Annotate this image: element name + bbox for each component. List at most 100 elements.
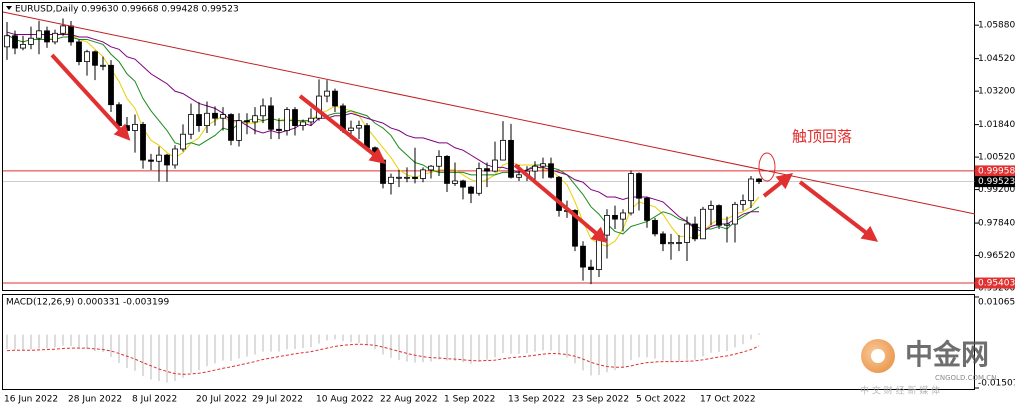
last-price-label: 0.99523	[978, 177, 1015, 187]
x-tick-label: 22 Aug 2022	[380, 395, 438, 405]
candle-body	[380, 159, 386, 184]
x-tick-label: 23 Sep 2022	[572, 395, 629, 405]
title-icon	[6, 6, 12, 10]
candle-body	[556, 176, 562, 211]
arrow	[298, 94, 387, 164]
candle-body	[268, 105, 274, 130]
candle-body	[404, 176, 410, 179]
candle-body	[644, 197, 650, 221]
candle-body	[492, 159, 498, 172]
candle-body	[228, 114, 234, 141]
candle-body	[292, 109, 298, 126]
x-tick-label: 20 Jul 2022	[196, 395, 247, 405]
candle-body	[468, 186, 474, 194]
candle-body	[116, 104, 122, 126]
y-tick-label: 0.99200	[978, 185, 1015, 195]
candle-body	[284, 109, 290, 131]
candle-body	[164, 154, 170, 166]
candle-body	[692, 223, 698, 240]
candle-body	[60, 25, 66, 34]
candle-body	[68, 25, 74, 43]
candle-body	[212, 112, 218, 119]
candle-body	[572, 210, 578, 247]
candle-body	[108, 64, 114, 106]
candle-body	[12, 35, 18, 49]
y-tick-label: 1.05880	[978, 21, 1015, 31]
arrow	[513, 163, 608, 244]
main-panel	[2, 2, 975, 291]
arrow	[798, 180, 879, 242]
candle-body	[444, 155, 450, 184]
last-price-box	[975, 176, 1015, 188]
candle-body	[396, 176, 402, 179]
candle-body	[484, 168, 490, 172]
candle-body	[452, 180, 458, 184]
y-tick-label: 1.04520	[978, 54, 1015, 64]
candle-body	[36, 30, 42, 39]
candle-body	[724, 223, 730, 226]
macd-tick-label: -0.01507	[978, 379, 1015, 389]
candle-body	[428, 165, 434, 171]
macd-title: MACD(12,26,9) 0.000331 -0.003199	[6, 298, 169, 308]
candle-body	[756, 178, 762, 183]
watermark: 中金网 CNGOLD.COM.CN 中 文 财 经 新 媒 体	[860, 338, 996, 397]
candle-body	[4, 35, 10, 48]
candle-body	[476, 168, 482, 194]
arrow	[50, 53, 131, 141]
candle-body	[276, 128, 282, 131]
candle-body	[188, 114, 194, 135]
candle-body	[132, 123, 138, 131]
candle-body	[356, 125, 362, 129]
candle-body	[588, 266, 594, 270]
candle-body	[516, 174, 522, 178]
trend-line	[2, 11, 976, 215]
watermark-site: CNGOLD.COM.CN	[935, 374, 996, 382]
candle-body	[236, 120, 242, 141]
candle-body	[204, 112, 210, 126]
candle-body	[244, 120, 250, 123]
candle-body	[748, 178, 754, 202]
candle-body	[388, 176, 394, 184]
candle-body	[660, 233, 666, 245]
x-tick-label: 1 Sep 2022	[444, 395, 495, 405]
candle-body	[628, 173, 634, 214]
candle-body	[100, 64, 106, 67]
x-tick-label: 8 Jul 2022	[132, 395, 177, 405]
candle-body	[260, 105, 266, 117]
candle-body	[436, 155, 442, 167]
candle-body	[332, 90, 338, 107]
macd-tick-label: 0.010658	[978, 298, 1015, 308]
candle-body	[732, 203, 738, 225]
candle-body	[676, 242, 682, 244]
x-tick-label: 16 Jun 2022	[4, 395, 58, 405]
candle-body	[180, 133, 186, 150]
chart-title: EURUSD,Daily 0.99630 0.99668 0.99428 0.9…	[15, 5, 239, 15]
candle-body	[636, 173, 642, 199]
y-tick-label: 1.00520	[978, 153, 1015, 163]
candle-body	[300, 121, 306, 126]
candle-body	[700, 208, 706, 240]
level-box	[975, 277, 1015, 289]
candle-body	[500, 139, 506, 161]
moving-average	[6, 34, 760, 235]
candle-body	[44, 30, 50, 43]
y-tick-label: 1.03200	[978, 87, 1015, 97]
candle-body	[580, 245, 586, 268]
level-box	[975, 165, 1015, 177]
watermark-brand: 中金网	[905, 338, 989, 371]
candle-body	[172, 148, 178, 166]
candle-body	[548, 163, 554, 178]
arrows	[50, 53, 879, 244]
x-tick-label: 5 Oct 2022	[636, 395, 686, 405]
candle-body	[620, 212, 626, 220]
candle-body	[156, 154, 162, 162]
candle-body	[508, 139, 514, 178]
macd-panel	[2, 294, 975, 390]
arrow	[762, 173, 794, 198]
x-tick-label: 17 Oct 2022	[700, 395, 756, 405]
candle-body	[668, 242, 674, 245]
candle-body	[684, 223, 690, 243]
candle-body	[196, 114, 202, 126]
x-tick-label: 29 Jul 2022	[252, 395, 303, 405]
candle-body	[708, 205, 714, 210]
